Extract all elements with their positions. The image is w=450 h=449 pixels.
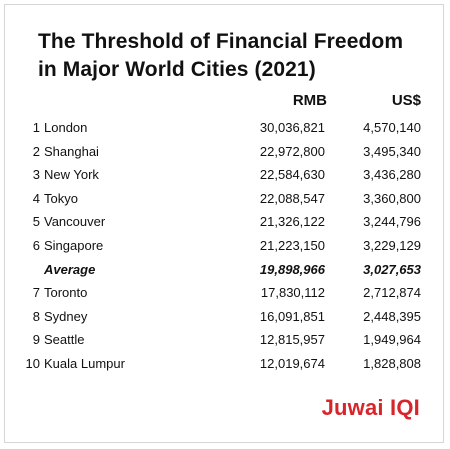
title-line-1: The Threshold of Financial Freedom (38, 30, 404, 53)
city-cell: Shanghai (44, 143, 99, 159)
city-cell: Kuala Lumpur (44, 355, 125, 371)
table-body: 1 London 30,036,821 4,570,140 2 Shanghai 22,97… (0, 116, 450, 376)
table-row: 6 Singapore 21,223,150 3,229,129 (0, 234, 450, 258)
rank-cell: 4 (32, 190, 40, 206)
city-cell: Sydney (44, 308, 88, 324)
table-row: 4 Tokyo 22,088,547 3,360,800 (0, 187, 450, 211)
city-cell: Singapore (44, 237, 104, 253)
table-row: 8 Sydney 16,091,851 2,448,395 (0, 305, 450, 329)
table-row: 5 Vancouver 21,326,122 3,244,796 (0, 210, 450, 234)
rmb-value-cell: 16,091,851 (259, 308, 325, 324)
usd-value-cell: 2,712,874 (363, 285, 421, 301)
table-title: The Threshold of Financial Freedom in Ma… (38, 28, 418, 84)
table-row: 3 New York 22,584,630 3,436,280 (0, 163, 450, 187)
usd-value-cell: 4,570,140 (363, 120, 421, 135)
usd-value-cell: 3,229,129 (363, 237, 421, 253)
usd-value-cell: 3,027,653 (363, 261, 421, 277)
table-row: 10 Kuala Lumpur 12,019,674 1,828,808 (0, 352, 450, 376)
rank-cell: 1 (32, 120, 40, 135)
city-cell: Tokyo (44, 190, 78, 206)
rmb-value-cell: 12,815,957 (259, 332, 325, 348)
usd-value-cell: 2,448,395 (363, 308, 421, 324)
table-card (4, 4, 444, 443)
column-header-rmb: RMB (292, 92, 327, 109)
table-row: 7 Toronto 17,830,112 2,712,874 (0, 281, 450, 305)
rmb-value-cell: 12,019,674 (259, 355, 325, 371)
city-cell: Vancouver (44, 214, 106, 230)
column-header-usd: US$ (391, 92, 421, 109)
rmb-value-cell: 30,036,821 (259, 120, 325, 135)
table-row: 9 Seattle 12,815,957 1,949,964 (0, 328, 450, 352)
rmb-value-cell: 17,830,112 (260, 285, 325, 301)
usd-value-cell: 1,949,964 (363, 332, 421, 348)
table-row: 2 Shanghai 22,972,800 3,495,340 (0, 140, 450, 164)
city-cell: New York (44, 167, 99, 183)
city-cell: Seattle (44, 332, 85, 348)
rank-cell: 9 (32, 332, 40, 348)
usd-value-cell: 3,360,800 (363, 190, 421, 206)
rank-cell: 5 (32, 214, 40, 230)
rmb-value-cell: 22,584,630 (259, 167, 325, 183)
rmb-value-cell: 19,898,966 (259, 261, 325, 277)
title-line-2: in Major World Cities (2021) (38, 58, 316, 81)
juwai-iqi-logo: Juwai IQI (321, 395, 420, 420)
city-cell: Average (44, 261, 96, 277)
rmb-value-cell: 22,088,547 (259, 190, 325, 206)
average-row: Average 19,898,966 3,027,653 (0, 258, 450, 282)
rmb-value-cell: 21,223,150 (259, 237, 325, 253)
usd-value-cell: 3,436,280 (363, 167, 421, 183)
rmb-value-cell: 21,326,122 (259, 214, 325, 230)
table-row: 1 London 30,036,821 4,570,140 (0, 116, 450, 140)
rmb-value-cell: 22,972,800 (259, 143, 325, 159)
rank-cell: 8 (32, 308, 40, 324)
rank-cell: 2 (32, 143, 40, 159)
rank-cell: 10 (25, 355, 40, 371)
city-cell: London (44, 120, 88, 135)
usd-value-cell: 3,244,796 (363, 214, 421, 230)
rank-cell: 7 (32, 285, 40, 301)
usd-value-cell: 3,495,340 (363, 143, 421, 159)
usd-value-cell: 1,828,808 (363, 355, 421, 371)
rank-cell: 6 (32, 237, 40, 253)
city-cell: Toronto (44, 285, 88, 301)
rank-cell: 3 (32, 167, 40, 183)
